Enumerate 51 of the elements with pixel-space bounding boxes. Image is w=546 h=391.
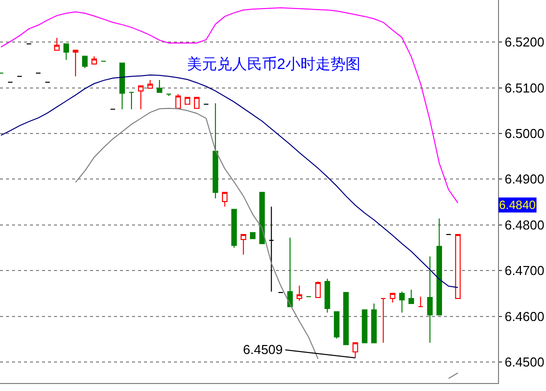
- y-tick-label: 6.5100: [504, 80, 544, 96]
- y-tick-label: 6.4700: [504, 263, 544, 278]
- candlestick: [72, 50, 78, 77]
- candlestick: [194, 96, 200, 109]
- candlestick: [343, 292, 349, 346]
- candlestick: [250, 232, 256, 240]
- candlestick: [408, 289, 414, 304]
- candlestick: [222, 192, 228, 208]
- candlestick: [455, 234, 461, 299]
- text: 美元兑人民币2小时走势图: [187, 56, 360, 73]
- y-tick-label: 6.5000: [504, 126, 544, 142]
- candlestick: [156, 79, 162, 93]
- candlestick: [119, 62, 125, 110]
- candlestick: [54, 37, 60, 51]
- y-tick-label: 6.4600: [504, 308, 544, 324]
- candlestick: [287, 237, 293, 308]
- y-tick-label: 6.4800: [504, 217, 544, 232]
- candlestick: [296, 285, 302, 302]
- candlestick: [240, 234, 246, 256]
- candlestick: [362, 309, 368, 344]
- candlestick: [91, 56, 97, 64]
- text: 6.4840: [499, 198, 536, 212]
- line-series: [0, 7, 458, 204]
- candlestick: [390, 292, 396, 304]
- y-tick-label: 6.4900: [504, 172, 544, 187]
- candlestick: [147, 79, 153, 89]
- candlestick: [315, 281, 321, 298]
- candlestick: [231, 208, 237, 248]
- candlestick: [371, 302, 377, 344]
- line-series: [0, 74, 458, 288]
- candlestick: [399, 291, 405, 314]
- candlestick: [418, 296, 424, 308]
- candlestick: [268, 206, 274, 292]
- candlestick: [334, 311, 340, 340]
- candlestick: [184, 96, 190, 105]
- candlestick: [175, 94, 181, 109]
- candlestick: [324, 278, 330, 314]
- candlestick: [259, 192, 265, 244]
- candlestick: [352, 342, 358, 358]
- candlestick: [63, 43, 69, 60]
- candlestick: [380, 298, 386, 344]
- y-tick-label: 6.4500: [504, 354, 544, 370]
- candlestick: [427, 256, 433, 344]
- y-tick-label: 6.5200: [504, 34, 544, 50]
- candlestick: [128, 92, 134, 110]
- candlestick: [82, 56, 88, 69]
- candlestick: [138, 85, 144, 110]
- candlestick: [436, 218, 442, 316]
- candlestick: [212, 102, 218, 199]
- text: 6.4509: [243, 342, 283, 357]
- candlestick: [166, 94, 172, 96]
